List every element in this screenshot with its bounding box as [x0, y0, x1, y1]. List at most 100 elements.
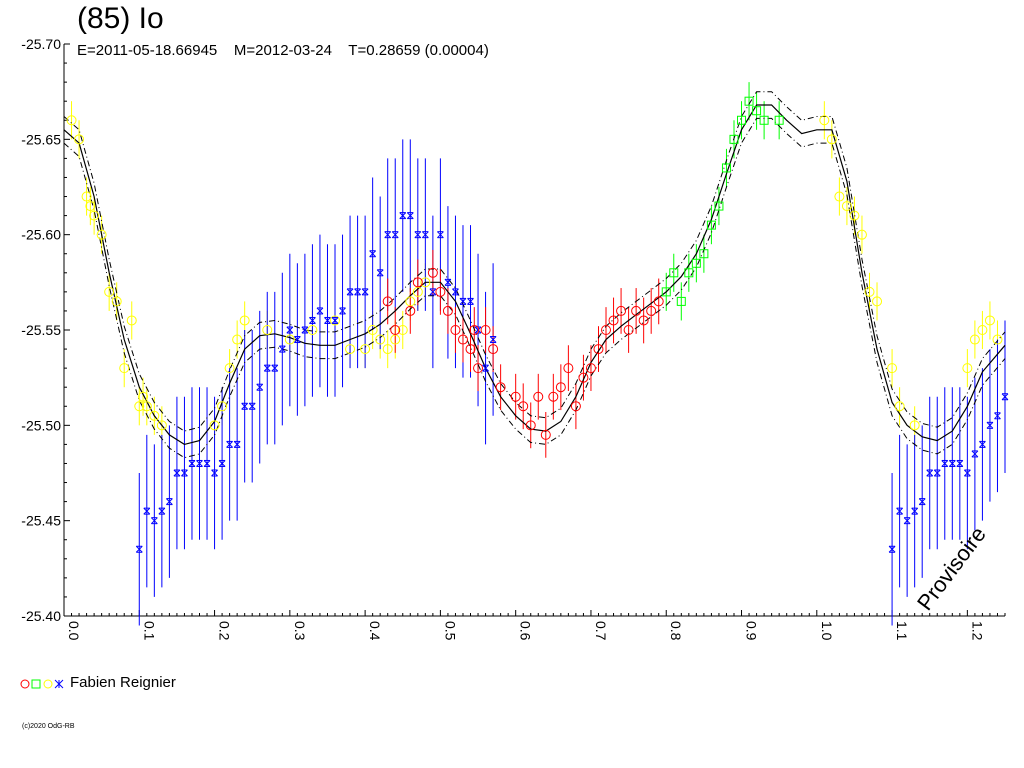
legend-blue-star-icon: [54, 679, 64, 689]
fit-curves: [63, 91, 1006, 459]
data-point: [457, 334, 468, 345]
data-point: [826, 134, 837, 145]
data-point: [135, 545, 143, 553]
data-point: [616, 305, 627, 316]
data-point: [459, 297, 467, 305]
data-point: [286, 326, 294, 334]
data-point: [248, 402, 256, 410]
data-point: [181, 469, 188, 477]
data-point: [412, 286, 423, 297]
legend: Fabien Reignier: [20, 674, 176, 692]
data-point: [744, 96, 754, 106]
data-point: [638, 315, 649, 326]
axes: -25.70 -25.65 -25.60 -25.55 -25.50 -25.45 -25.…: [21, 36, 1006, 641]
data-point: [578, 372, 589, 383]
data-point: [849, 210, 860, 221]
data-point: [533, 391, 544, 402]
data-point: [563, 363, 574, 374]
data-point: [158, 507, 166, 515]
data-point: [241, 402, 249, 410]
data-point: [933, 469, 941, 477]
data-point: [841, 201, 852, 212]
x-tick-label: 0.6: [518, 621, 534, 641]
data-point: [962, 363, 973, 374]
data-point: [986, 421, 994, 429]
data-point: [979, 440, 986, 448]
legend-yellow-circle-icon: [43, 679, 53, 689]
data-point: [405, 305, 416, 316]
data-point: [330, 315, 341, 326]
data-point: [721, 163, 731, 173]
data-point: [81, 191, 92, 202]
data-point: [894, 401, 905, 412]
data-point: [834, 191, 845, 202]
x-tick-label: 1.2: [969, 621, 985, 641]
data-point: [887, 363, 898, 374]
data-point: [316, 307, 324, 315]
data-point: [429, 288, 437, 296]
data-point: [977, 325, 988, 335]
x-tick-label: 1.1: [894, 621, 910, 641]
data-point: [294, 336, 301, 344]
data-point: [211, 469, 218, 477]
data-point: [224, 363, 235, 374]
data-point: [969, 334, 980, 345]
x-tick-label: 1.0: [819, 621, 835, 641]
x-tick-label: 0.8: [668, 621, 684, 641]
data-point: [406, 212, 414, 220]
x-tick-label: 0.1: [141, 621, 157, 641]
data-point: [691, 258, 701, 268]
data-point: [465, 344, 476, 355]
data-point: [759, 115, 769, 125]
x-tick-label: 0.2: [217, 621, 233, 641]
data-point: [361, 288, 369, 296]
data-point: [956, 459, 964, 467]
data-point: [85, 201, 96, 212]
data-point: [138, 391, 149, 402]
data-point: [143, 507, 151, 515]
data-point: [510, 391, 521, 402]
data-point: [382, 344, 393, 355]
data-point: [173, 469, 181, 477]
data-point: [397, 325, 408, 335]
data-point: [437, 231, 444, 239]
y-tick-label: -25.50: [21, 417, 61, 433]
data-point: [706, 220, 716, 230]
data-point: [284, 334, 295, 345]
y-tick-label: -25.65: [21, 131, 61, 147]
data-point: [661, 287, 671, 297]
x-tick-label: 0.9: [744, 621, 760, 641]
data-point: [382, 296, 393, 307]
data-point: [911, 507, 919, 515]
data-point: [271, 364, 279, 372]
data-point: [994, 412, 1001, 420]
data-point: [467, 297, 474, 305]
x-tick-label: 0.7: [593, 621, 609, 641]
y-tick-label: -25.55: [21, 322, 61, 338]
data-point: [896, 507, 903, 515]
data-point: [390, 325, 401, 335]
data-point: [226, 440, 233, 448]
data-point: [375, 334, 386, 345]
data-point: [684, 268, 694, 278]
data-point: [518, 401, 529, 412]
data-point: [608, 315, 619, 326]
data-point: [367, 325, 378, 335]
data-point: [301, 326, 309, 334]
data-point: [217, 401, 228, 412]
fit-curve-lower: [63, 117, 1006, 459]
data-point: [331, 316, 339, 324]
chart-subtitle: E=2011-05-18.66945 M=2012-03-24 T=0.2865…: [77, 42, 489, 59]
data-point: [872, 296, 883, 307]
copyright-text: (c)2020 OdG-RB: [22, 723, 75, 730]
data-point: [256, 383, 264, 391]
data-point: [369, 250, 377, 258]
data-point: [593, 344, 604, 355]
data-point: [119, 363, 130, 374]
data-point: [444, 278, 452, 286]
data-point: [412, 277, 423, 288]
data-point: [631, 305, 642, 316]
data-point: [903, 517, 911, 525]
fit-curve: [63, 104, 1006, 446]
